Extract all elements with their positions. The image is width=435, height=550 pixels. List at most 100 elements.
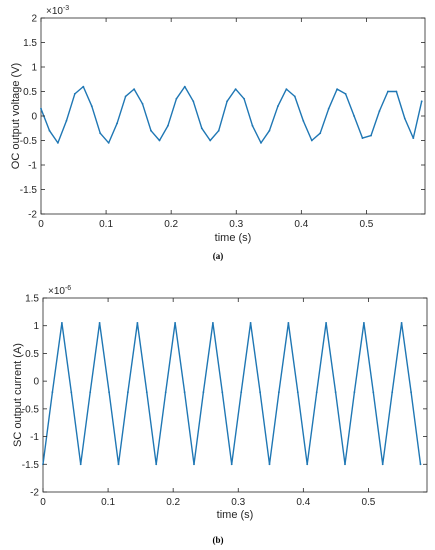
data-point-b bbox=[259, 391, 261, 394]
data-point-b bbox=[145, 391, 148, 394]
data-point-b bbox=[296, 391, 299, 394]
data-point-a bbox=[353, 115, 355, 117]
data-point-a bbox=[302, 120, 305, 122]
y-tick-label-a: 0 bbox=[31, 112, 37, 123]
series-group-b bbox=[42, 322, 422, 466]
x-tick-label-b: 0.4 bbox=[296, 497, 310, 508]
x-axis-label-a: time (s) bbox=[215, 232, 252, 244]
data-point-a bbox=[327, 107, 330, 110]
x-tick-label-a: 0 bbox=[38, 219, 44, 230]
data-point-b bbox=[174, 322, 177, 324]
data-point-a bbox=[243, 97, 246, 100]
data-point-b bbox=[221, 391, 224, 394]
data-point-a bbox=[107, 142, 110, 144]
y-multiplier-b: ×10-6 bbox=[48, 285, 71, 297]
data-point-b bbox=[108, 391, 110, 394]
series-group-a bbox=[40, 85, 423, 144]
data-point-a bbox=[183, 85, 186, 88]
data-point-b bbox=[410, 391, 412, 394]
data-point-a bbox=[48, 129, 51, 132]
data-point-b bbox=[127, 391, 129, 394]
data-point-a bbox=[370, 134, 372, 137]
data-point-a bbox=[217, 129, 220, 132]
data-point-b bbox=[287, 322, 290, 324]
data-point-b bbox=[325, 322, 327, 324]
y-tick-label-b: -1 bbox=[30, 432, 39, 443]
y-tick-label-b: 0 bbox=[33, 377, 39, 388]
data-point-a bbox=[319, 132, 322, 135]
data-point-a bbox=[175, 97, 178, 100]
y-tick-label-b: 1 bbox=[33, 321, 39, 332]
y-tick-label-a: 2 bbox=[31, 14, 37, 25]
x-tick-label-b: 0.1 bbox=[101, 497, 115, 508]
y-ticks-a: -2 -1.5 -1 -0.5 0 0.5 1 1.5 2 bbox=[20, 14, 425, 221]
data-point-a bbox=[82, 85, 85, 88]
y-multiplier-a: ×10-3 bbox=[46, 5, 69, 17]
x-tick-label-b: 0.3 bbox=[231, 497, 245, 508]
data-point-a bbox=[378, 110, 381, 112]
chart-oc-voltage: 0 0.1 0.2 0.3 0.4 0.5 -2 -1.5 -1 -0.5 0 0.5 1 1.5 2 ×… bbox=[10, 5, 426, 261]
data-point-a bbox=[200, 127, 203, 130]
data-point-a bbox=[57, 142, 59, 144]
data-point-a bbox=[277, 105, 279, 108]
data-point-b bbox=[306, 463, 309, 466]
y-ticks-b: -2 -1.5 -1 -0.5 0 0.5 1 1.5 bbox=[22, 294, 427, 499]
data-point-b bbox=[353, 391, 356, 394]
chart-sc-current: 0 0.1 0.2 0.3 0.4 0.5 -2 -1.5 -1 -0.5 0 0.5 1 1.5 ×1… bbox=[12, 285, 428, 545]
y-tick-label-a: -1 bbox=[28, 161, 37, 172]
data-point-a bbox=[73, 93, 76, 95]
data-point-a bbox=[65, 120, 68, 122]
data-point-b bbox=[240, 391, 243, 394]
data-point-a bbox=[285, 88, 288, 90]
data-point-b bbox=[381, 463, 384, 466]
caption-a: (a) bbox=[213, 251, 224, 261]
data-point-a bbox=[310, 139, 313, 142]
data-point-a bbox=[226, 100, 229, 103]
data-point-a bbox=[336, 88, 338, 90]
x-tick-label-b: 0.2 bbox=[166, 497, 180, 508]
data-point-b bbox=[164, 391, 167, 394]
data-point-a bbox=[40, 107, 42, 110]
data-point-b bbox=[61, 322, 63, 324]
data-point-b bbox=[419, 463, 422, 466]
y-tick-label-b: -2 bbox=[30, 488, 39, 499]
data-point-a bbox=[268, 129, 271, 132]
data-point-b bbox=[51, 391, 54, 394]
data-point-a bbox=[260, 142, 262, 144]
data-point-b bbox=[334, 391, 337, 394]
data-point-b bbox=[400, 322, 403, 324]
y-tick-label-b: 0.5 bbox=[25, 349, 39, 360]
data-point-b bbox=[372, 391, 375, 394]
data-point-a bbox=[124, 95, 127, 98]
plot-area-a bbox=[40, 17, 426, 215]
data-point-b bbox=[202, 391, 205, 394]
x-tick-label-a: 0.4 bbox=[294, 219, 308, 230]
y-tick-label-a: -2 bbox=[28, 210, 37, 221]
x-ticks-b: 0 0.1 0.2 0.3 0.4 0.5 bbox=[40, 298, 376, 508]
y-axis-label-b: SC output current (A) bbox=[12, 343, 24, 447]
y-tick-label-a: -1.5 bbox=[20, 185, 38, 196]
data-point-a bbox=[420, 100, 423, 103]
data-point-a bbox=[167, 124, 169, 127]
data-point-b bbox=[249, 322, 252, 324]
data-point-b bbox=[212, 322, 214, 324]
data-point-b bbox=[268, 463, 271, 466]
data-point-a bbox=[90, 105, 93, 108]
data-point-b bbox=[278, 391, 280, 394]
data-point-a bbox=[99, 132, 102, 135]
data-point-b bbox=[363, 322, 365, 324]
data-point-a bbox=[344, 93, 347, 95]
data-point-a bbox=[395, 90, 398, 93]
data-point-a bbox=[361, 137, 364, 140]
data-point-b bbox=[391, 391, 394, 394]
data-point-b bbox=[89, 391, 92, 394]
y-axis-label-a: OC output voltage (V) bbox=[10, 63, 22, 169]
data-point-a bbox=[387, 90, 389, 93]
data-point-a bbox=[234, 88, 237, 90]
data-point-a bbox=[158, 139, 161, 142]
data-point-b bbox=[183, 391, 186, 394]
data-point-a bbox=[209, 139, 212, 142]
data-point-b bbox=[98, 322, 101, 324]
data-point-a bbox=[133, 88, 136, 90]
